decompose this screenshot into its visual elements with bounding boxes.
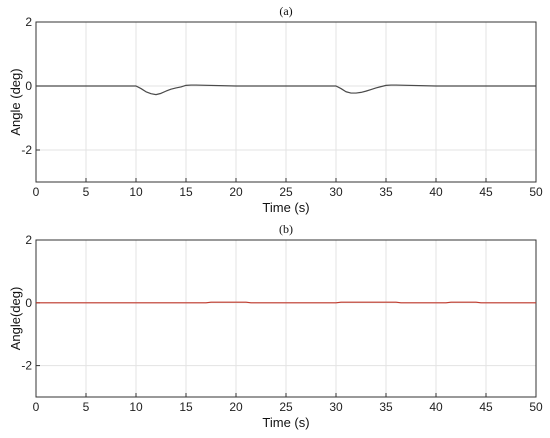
panel-a-xtick-label-1: 5 — [83, 185, 90, 199]
panel-b-y-axis-label: Angle(deg) — [8, 287, 23, 351]
panel-a-xtick-label-0: 0 — [33, 185, 40, 199]
panel-b-ytick-label-0: -2 — [21, 359, 32, 373]
panel-b-x-axis-label: Time (s) — [262, 415, 309, 430]
panel-b-series-line-0 — [36, 301, 536, 304]
panel-b-xtick-label-9: 45 — [479, 400, 493, 414]
panel-a-series-line-0 — [36, 84, 536, 96]
panel-b-xtick-label-7: 35 — [379, 400, 393, 414]
panel-a-ytick-label-0: -2 — [21, 143, 32, 157]
panel-b: 0 5 10 15 20 25 30 35 40 45 50 -2 0 2 (b) Time (s) Angle… — [8, 222, 543, 430]
panel-a-xtick-label-8: 40 — [429, 185, 443, 199]
panel-b-xtick-label-0: 0 — [33, 400, 40, 414]
panel-a-xtick-label-10: 50 — [529, 185, 543, 199]
panel-b-xtick-label-6: 30 — [329, 400, 343, 414]
panel-a-ytick-label-1: 0 — [25, 79, 32, 93]
panel-b-xtick-label-8: 40 — [429, 400, 443, 414]
panel-a-xtick-label-4: 20 — [229, 185, 243, 199]
panel-b-xtick-label-3: 15 — [179, 400, 193, 414]
panel-a-xtick-label-5: 25 — [279, 185, 293, 199]
panel-b-xtick-label-2: 10 — [129, 400, 143, 414]
panel-a-xtick-label-9: 45 — [479, 185, 493, 199]
panel-a-title: (a) — [279, 4, 292, 18]
panel-b-xtick-label-5: 25 — [279, 400, 293, 414]
panel-a-ytick-label-2: 2 — [25, 15, 32, 29]
panel-a-xtick-label-7: 35 — [379, 185, 393, 199]
panel-a-x-axis-label: Time (s) — [262, 200, 309, 215]
panel-a: 0 5 10 15 20 25 30 35 40 45 50 -2 0 2 (a) Time (s) Angle… — [8, 4, 543, 215]
panel-a-xtick-label-2: 10 — [129, 185, 143, 199]
panel-b-xtick-label-4: 20 — [229, 400, 243, 414]
panel-b-xtick-label-1: 5 — [83, 400, 90, 414]
panel-b-title: (b) — [279, 222, 293, 236]
panel-a-xtick-label-6: 30 — [329, 185, 343, 199]
panel-b-ytick-label-1: 0 — [25, 296, 32, 310]
panel-a-y-axis-label: Angle (deg) — [8, 68, 23, 135]
panel-b-ytick-label-2: 2 — [25, 233, 32, 247]
panel-a-xtick-label-3: 15 — [179, 185, 193, 199]
panel-b-xtick-label-10: 50 — [529, 400, 543, 414]
